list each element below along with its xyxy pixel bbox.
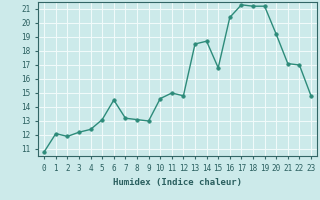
X-axis label: Humidex (Indice chaleur): Humidex (Indice chaleur) [113, 178, 242, 187]
